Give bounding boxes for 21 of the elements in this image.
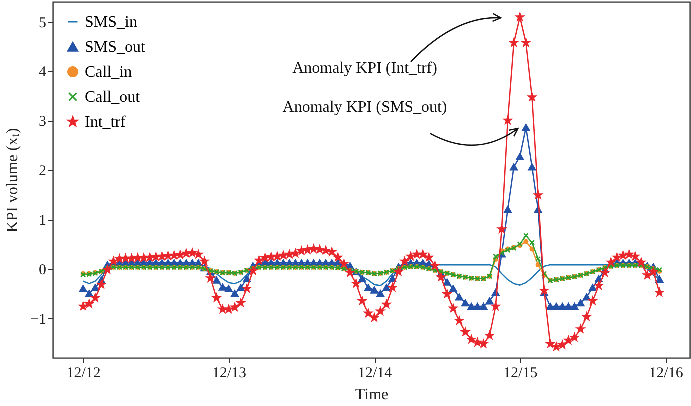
x-tick-label: 12/15 bbox=[504, 366, 538, 382]
y-tick-label: 0 bbox=[39, 262, 46, 278]
annotation: Anomaly KPI (SMS_out) bbox=[282, 99, 448, 116]
legend-label: Int_trf bbox=[85, 114, 127, 131]
x-tick-label: 12/14 bbox=[358, 366, 393, 382]
x-axis-title: Time bbox=[355, 386, 389, 404]
x-tick-label: 12/12 bbox=[66, 366, 101, 382]
y-tick-label: 2 bbox=[39, 164, 46, 180]
legend-label: SMS_in bbox=[85, 14, 138, 31]
y-axis-title: KPI volume (xₜ) bbox=[4, 128, 22, 233]
x-tick-label: 12/13 bbox=[212, 366, 247, 382]
legend-label: SMS_out bbox=[85, 39, 146, 56]
annotation: Anomaly KPI (Int_trf) bbox=[292, 60, 438, 77]
y-tick-label: 3 bbox=[39, 114, 46, 130]
y-tick-label: 5 bbox=[39, 15, 46, 32]
legend-label: Call_out bbox=[85, 89, 141, 106]
y-tick-label: 4 bbox=[39, 64, 47, 81]
y-tick-label: −1 bbox=[30, 312, 46, 328]
x-tick-label: 12/16 bbox=[649, 366, 684, 382]
y-tick-label: 1 bbox=[39, 213, 46, 230]
legend-label: Call_in bbox=[85, 64, 132, 81]
